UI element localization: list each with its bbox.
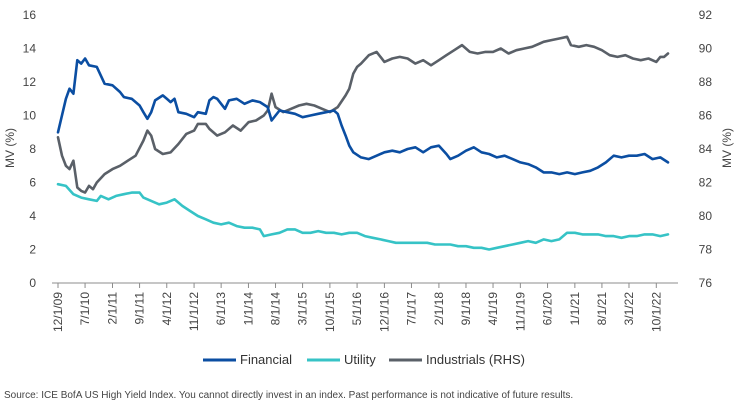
x-tick-label: 7/1/17 (404, 292, 418, 326)
y-tick-right-label: 90 (699, 42, 713, 56)
x-tick-label: 4/1/12 (160, 292, 174, 326)
x-tick-label: 1/1/14 (241, 292, 255, 326)
y-tick-left-label: 14 (23, 42, 37, 56)
y-tick-left-label: 4 (29, 209, 36, 223)
y-tick-right-label: 78 (699, 243, 713, 257)
x-tick-label: 8/1/21 (595, 292, 609, 326)
y-tick-right-label: 86 (699, 109, 713, 123)
y-tick-right-label: 84 (699, 142, 713, 156)
x-tick-label: 6/1/13 (214, 292, 228, 326)
y-tick-left-label: 10 (23, 109, 37, 123)
legend-item-utility: Utility (307, 352, 376, 367)
y-tick-left-label: 12 (23, 75, 37, 89)
x-tick-label: 1/1/21 (568, 292, 582, 326)
x-tick-label: 9/1/11 (133, 292, 147, 325)
x-tick-label: 12/1/16 (377, 292, 391, 332)
y-tick-left-label: 16 (23, 8, 37, 22)
series-line-financial (56, 57, 670, 176)
x-tick-label: 6/1/20 (541, 292, 555, 326)
y-tick-right-label: 88 (699, 75, 713, 89)
y-tick-left-label: 0 (29, 276, 36, 290)
x-tick-label: 3/1/15 (296, 292, 310, 326)
x-tick-label: 8/1/14 (269, 292, 283, 326)
x-tick-label: 4/1/19 (486, 292, 500, 326)
series-line-industrials-rhs (56, 35, 670, 194)
legend: Financial Utility Industrials (RHS) (203, 352, 525, 367)
y-axis-right-ticks: 76 78 80 82 84 86 88 90 92 (699, 8, 713, 290)
legend-label-industrials: Industrials (RHS) (426, 352, 525, 367)
legend-item-industrials: Industrials (RHS) (389, 352, 525, 367)
x-tick-label: 9/1/18 (459, 292, 473, 326)
y-tick-left-label: 6 (29, 176, 36, 190)
x-axis-ticks: 12/1/09 7/1/10 2/1/11 9/1/11 4/1/12 11/1/12 6/… (51, 283, 663, 332)
series-line-utility (56, 182, 670, 251)
y-axis-title-right: MV (%) (720, 128, 734, 168)
legend-label-utility: Utility (344, 352, 376, 367)
x-tick-label: 11/1/12 (187, 292, 201, 331)
y-tick-right-label: 80 (699, 209, 713, 223)
axes-layer: MV (%) MV (%) (3, 128, 734, 284)
legend-label-financial: Financial (240, 352, 292, 367)
x-tick-label: 11/1/19 (513, 292, 527, 331)
series-layer (56, 35, 670, 251)
y-tick-right-label: 82 (699, 176, 713, 190)
x-tick-label: 2/1/18 (432, 292, 446, 326)
x-tick-label: 10/1/22 (649, 292, 663, 332)
x-tick-label: 7/1/10 (78, 292, 92, 326)
source-note: Source: ICE BofA US High Yield Index. Yo… (4, 390, 573, 401)
legend-item-financial: Financial (203, 352, 292, 367)
y-tick-left-label: 2 (29, 243, 36, 257)
y-axis-title-left: MV (%) (3, 128, 17, 168)
y-tick-right-label: 92 (699, 8, 713, 22)
y-tick-right-label: 76 (699, 276, 713, 290)
x-tick-label: 5/1/16 (350, 292, 364, 326)
x-tick-label: 10/1/15 (323, 292, 337, 332)
y-axis-left-ticks: 0 2 4 6 8 10 12 14 16 (23, 8, 37, 290)
x-tick-label: 12/1/09 (51, 292, 65, 332)
x-tick-label: 2/1/11 (106, 292, 120, 325)
x-tick-label: 3/1/22 (622, 292, 636, 326)
y-tick-left-label: 8 (29, 142, 36, 156)
